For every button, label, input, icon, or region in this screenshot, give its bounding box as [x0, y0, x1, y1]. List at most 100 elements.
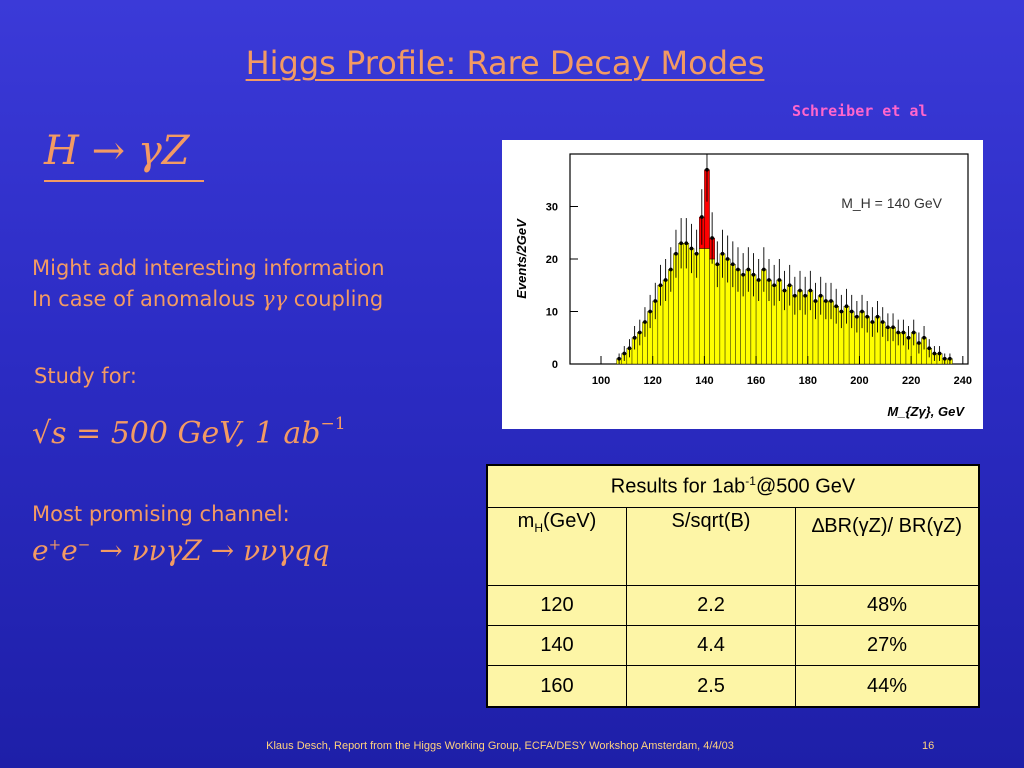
- energy-equation: √s = 500 GeV, 1 ab−1: [32, 414, 346, 451]
- data-point: [705, 167, 709, 172]
- data-point: [808, 288, 813, 293]
- data-point: [870, 320, 875, 324]
- data-point: [746, 267, 751, 272]
- process-heading: H → γZ: [44, 128, 190, 174]
- table-header-prefix: Results for 1ab: [610, 475, 746, 498]
- table-header: Results for 1ab-1@500 GeV: [486, 464, 980, 508]
- data-point: [653, 299, 658, 303]
- data-point: [668, 267, 673, 272]
- data-point: [906, 335, 911, 340]
- results-table: Results for 1ab-1@500 GeV mH(GeV) S/sqrt…: [486, 464, 980, 708]
- cell-dbr: 44%: [795, 665, 980, 708]
- data-point: [891, 325, 895, 330]
- data-point: [772, 283, 777, 288]
- histogram-svg: 0 10 20 30 100 120 140 160 180 200 220 240 Events/2G…: [514, 153, 972, 419]
- data-point: [854, 314, 859, 319]
- data-point: [694, 251, 699, 256]
- x-tick-label: 180: [799, 375, 817, 387]
- ch-rest: → ννγZ → ννγqq: [90, 534, 330, 567]
- x-tick-label: 100: [592, 375, 610, 387]
- data-point: [901, 330, 906, 335]
- data-point: [622, 351, 627, 356]
- data-point: [787, 283, 792, 288]
- text-line-2-prefix: In case of anomalous: [32, 287, 263, 311]
- data-point: [813, 299, 818, 303]
- x-axis-label: M_{Zγ}, GeV: [887, 404, 965, 419]
- data-point: [684, 241, 689, 246]
- channel-equation: e+e− → ννγZ → ννγqq: [32, 534, 330, 567]
- data-point: [715, 262, 720, 267]
- text-line-1: Might add interesting information: [32, 256, 385, 280]
- data-point: [896, 330, 901, 335]
- data-point: [736, 267, 740, 272]
- data-point: [637, 330, 642, 335]
- data-point: [679, 241, 684, 246]
- table-header-suffix: @500 GeV: [755, 475, 856, 498]
- data-point: [710, 236, 715, 240]
- cell-dbr: 27%: [795, 624, 980, 667]
- data-point: [756, 278, 761, 282]
- data-point: [839, 309, 844, 314]
- y-tick-label: 0: [552, 359, 558, 371]
- cell-dbr: 48%: [795, 584, 980, 626]
- data-point: [617, 356, 622, 361]
- footer-text: Klaus Desch, Report from the Higgs Worki…: [266, 740, 734, 752]
- data-point: [643, 320, 647, 324]
- col-header-significance: S/sqrt(B): [626, 506, 796, 586]
- background-bar: [709, 258, 715, 365]
- text-line-2-suffix: coupling: [287, 287, 384, 311]
- data-point: [937, 351, 942, 356]
- x-tick-label: 200: [850, 375, 868, 387]
- data-point: [741, 272, 746, 277]
- energy-equation-exponent: −1: [320, 414, 346, 434]
- data-point: [818, 293, 823, 298]
- data-point: [823, 299, 828, 303]
- cell-sig: 2.5: [626, 665, 796, 708]
- data-point: [844, 304, 849, 309]
- data-point: [674, 251, 678, 256]
- background-bar: [699, 248, 705, 365]
- data-point: [730, 262, 735, 267]
- data-point: [751, 272, 756, 277]
- col-mh-post: (GeV): [543, 509, 597, 532]
- ch-e1: e: [32, 534, 49, 567]
- data-point: [658, 283, 663, 288]
- heading-underline: [44, 180, 204, 182]
- ch-e2: e: [61, 534, 78, 567]
- data-point: [942, 356, 947, 361]
- data-point: [689, 246, 694, 251]
- data-point: [720, 251, 725, 256]
- data-point: [860, 309, 864, 314]
- x-tick-label: 120: [644, 375, 662, 387]
- col-header-mh: mH(GeV): [486, 506, 627, 586]
- x-tick-label: 220: [902, 375, 920, 387]
- data-point: [885, 325, 890, 330]
- citation: Schreiber et al: [792, 102, 928, 120]
- data-point: [834, 304, 839, 309]
- data-point: [725, 257, 730, 261]
- table-row: 140 4.4 27%: [486, 624, 980, 667]
- data-point: [777, 278, 782, 282]
- y-tick-label: 10: [546, 307, 558, 319]
- data-point: [932, 351, 937, 356]
- text-line-2: In case of anomalous γγ coupling: [32, 287, 383, 311]
- data-point: [627, 346, 632, 351]
- table-row: 160 2.5 44%: [486, 665, 980, 708]
- ch-plus: +: [48, 535, 62, 554]
- y-tick-label: 30: [546, 202, 558, 214]
- study-for-label: Study for:: [34, 364, 137, 388]
- data-point: [948, 356, 952, 361]
- data-point: [648, 309, 653, 314]
- data-point: [792, 293, 797, 298]
- energy-equation-main: √s = 500 GeV, 1 ab: [32, 416, 321, 451]
- mass-histogram: 0 10 20 30 100 120 140 160 180 200 220 240 Events/2G…: [502, 140, 983, 429]
- cell-mh: 120: [486, 584, 627, 626]
- data-point: [849, 309, 854, 314]
- data-point: [865, 314, 870, 319]
- col-header-dbr: ∆BR(γZ)/ BR(γZ): [795, 506, 980, 586]
- data-point: [829, 299, 833, 303]
- cell-mh: 140: [486, 624, 627, 667]
- data-point: [803, 293, 808, 298]
- cell-sig: 4.4: [626, 624, 796, 667]
- data-point: [782, 288, 787, 293]
